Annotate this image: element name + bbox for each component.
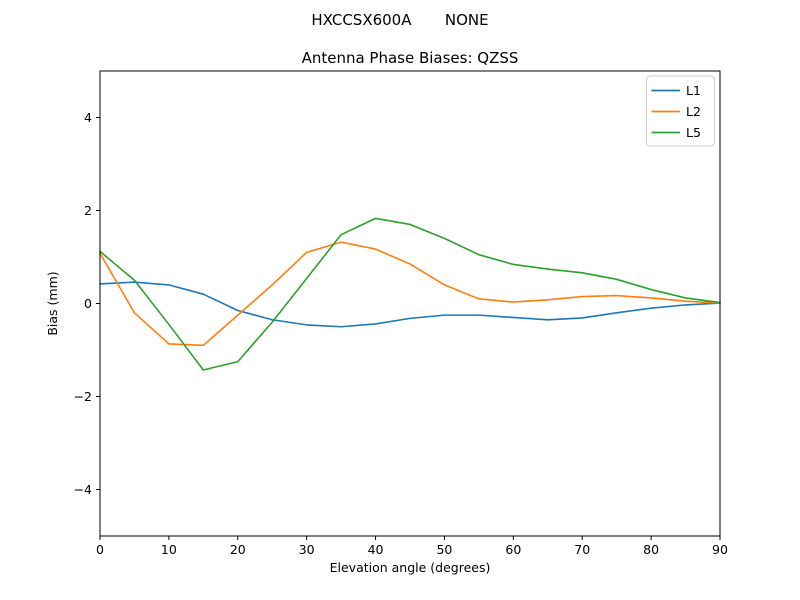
y-tick-label: 4 bbox=[84, 110, 92, 125]
axes-frame bbox=[99, 70, 721, 537]
x-tick-label: 80 bbox=[643, 542, 659, 557]
x-tick-label: 0 bbox=[96, 542, 104, 557]
x-tick-label: 40 bbox=[368, 542, 384, 557]
series-line-L5 bbox=[99, 217, 721, 371]
x-tick-label: 50 bbox=[436, 542, 452, 557]
series-line-L2 bbox=[99, 241, 721, 347]
y-tick-label: −2 bbox=[74, 389, 92, 404]
y-tick-label: 0 bbox=[84, 296, 92, 311]
legend-label-L1: L1 bbox=[686, 83, 701, 98]
y-tick-label: 2 bbox=[84, 203, 92, 218]
axes-title: Antenna Phase Biases: QZSS bbox=[301, 49, 519, 67]
x-tick-label: 90 bbox=[712, 542, 728, 557]
legend-label-L2: L2 bbox=[686, 104, 701, 119]
y-tick-label: −4 bbox=[74, 482, 92, 497]
legend-label-L5: L5 bbox=[686, 125, 701, 140]
x-tick-label: 20 bbox=[230, 542, 246, 557]
legend-box bbox=[646, 75, 715, 147]
x-tick-label: 60 bbox=[505, 542, 521, 557]
series-line-L1 bbox=[99, 281, 721, 328]
x-axis-label: Elevation angle (degrees) bbox=[330, 560, 491, 575]
x-tick-label: 10 bbox=[161, 542, 177, 557]
figure-suptitle: HXCCSX600A NONE bbox=[311, 11, 489, 29]
x-tick-label: 70 bbox=[574, 542, 590, 557]
x-tick-label: 30 bbox=[299, 542, 315, 557]
y-axis-label: Bias (mm) bbox=[45, 271, 60, 335]
